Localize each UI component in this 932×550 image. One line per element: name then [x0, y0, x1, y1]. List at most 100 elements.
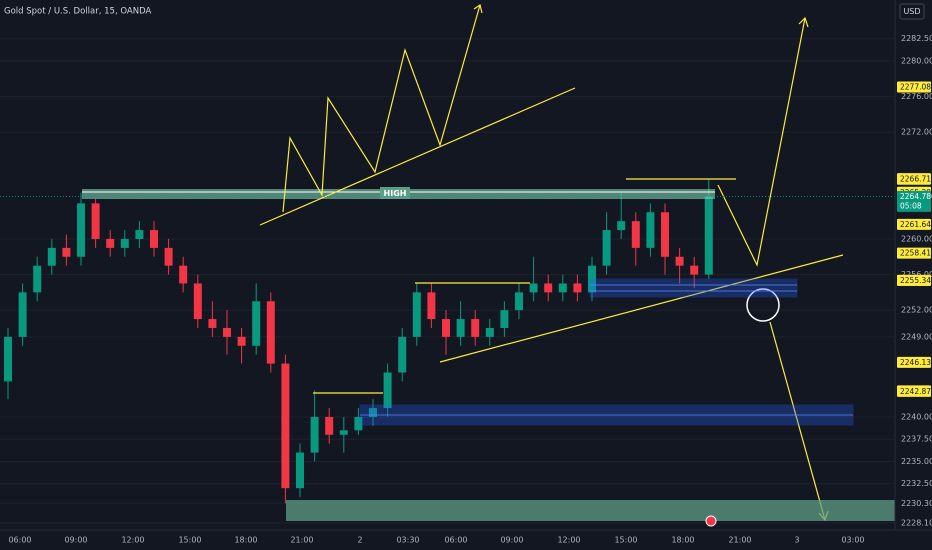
last-price-label: 2264.780 [900, 192, 932, 201]
y-tick-label: 2228.100 [901, 518, 932, 527]
currency-button[interactable] [899, 3, 925, 20]
y-tick-label: 2249.000 [901, 332, 932, 341]
drawings: HIGH [82, 4, 895, 527]
candle-body [179, 265, 188, 284]
x-tick-label: 03:30 [396, 536, 419, 545]
candle-body [529, 283, 538, 293]
high-label-bg [380, 187, 410, 199]
candle-body [412, 292, 421, 337]
price-tag-label: 2258.414 [900, 249, 932, 258]
last-price-tag [897, 190, 931, 212]
candle-body [208, 319, 217, 328]
price-tag-label: 2261.642 [900, 220, 932, 229]
price-tag [897, 385, 931, 397]
x-tick-label: 2 [357, 536, 362, 545]
currency-label[interactable]: USD [903, 7, 920, 16]
y-tick-label: 2240.000 [901, 412, 932, 421]
candle-body [675, 256, 684, 266]
candle-body [339, 430, 348, 435]
candle-body [325, 416, 334, 435]
candle-body [223, 327, 231, 337]
price-tag [897, 81, 931, 93]
candle-body [106, 238, 115, 248]
candle-body [704, 196, 713, 275]
x-tick-label: 09:00 [500, 536, 523, 545]
zigzag [282, 4, 481, 213]
candle-body [558, 283, 567, 293]
candle-body [646, 212, 655, 248]
candle-body [4, 336, 12, 382]
x-tick-label: 3 [794, 536, 799, 545]
candle-body [33, 265, 42, 293]
y-tick-label: 2276.000 [901, 92, 932, 101]
y-tick-label: 2280.000 [901, 56, 932, 65]
candle-body [690, 265, 699, 275]
y-tick-label: 2282.500 [901, 34, 932, 43]
candle-body [135, 230, 144, 239]
circle-marker [746, 288, 780, 322]
bottom-zone [286, 500, 895, 521]
candle-body [485, 327, 494, 337]
candle-body [18, 292, 27, 337]
arrow-head [798, 16, 809, 28]
x-tick-label: 12:00 [557, 536, 580, 545]
candle-body [266, 301, 275, 364]
candle-body [47, 247, 56, 266]
price-tag-label: 2255.349 [900, 276, 932, 285]
candle-body [193, 283, 202, 320]
x-tick-label: 12:00 [121, 536, 144, 545]
y-tick-label: 2237.500 [901, 435, 932, 444]
candle-body [252, 301, 261, 346]
price-tag-label: 2277.080 [900, 82, 932, 91]
candle-body [500, 310, 509, 328]
candle-body [369, 408, 377, 417]
time-axis [0, 530, 895, 550]
x-tick-label: 21:00 [290, 536, 313, 545]
event-flag [705, 515, 717, 527]
y-tick-label: 2252.000 [901, 306, 932, 315]
candle-body [383, 372, 392, 409]
candle-body [515, 292, 523, 311]
x-tick-label: 09:00 [64, 536, 87, 545]
candle-body [442, 319, 450, 337]
price-tag [897, 173, 931, 185]
candle-body [281, 363, 290, 489]
candle-body [164, 247, 173, 266]
path-arrow [717, 17, 806, 267]
price-tag [897, 247, 931, 259]
x-tick-label: 18:00 [671, 536, 694, 545]
candle-body [617, 221, 626, 231]
demand-zone [589, 278, 798, 298]
candle-body [398, 336, 407, 373]
x-tick-label: 03:00 [841, 536, 864, 545]
x-tick-label: 06:00 [444, 536, 467, 545]
candle-body [354, 416, 363, 431]
countdown: 05:08 [900, 201, 922, 210]
x-tick-label: 18:00 [234, 536, 257, 545]
price-tag [897, 356, 931, 368]
candle-body [296, 452, 304, 489]
price-tag-label: 2242.872 [900, 387, 932, 396]
high-label: HIGH [384, 189, 407, 198]
y-tick-label: 2272.000 [901, 128, 932, 137]
candle-body [310, 416, 319, 453]
path-arrow [769, 321, 826, 521]
candle-body [120, 238, 129, 248]
trend-line [259, 87, 576, 226]
price-tag-label: 2246.137 [900, 358, 932, 367]
candle-body [544, 283, 553, 293]
candle-body [91, 203, 100, 239]
y-tick-label: 2256.000 [901, 270, 932, 279]
candle-body [62, 247, 71, 257]
arrow-head [473, 4, 483, 14]
y-tick-label: 2230.300 [901, 499, 932, 508]
x-tick-label: 06:00 [8, 536, 31, 545]
candle-body [573, 283, 582, 293]
candle-body [150, 230, 158, 248]
x-tick-label: 15:00 [178, 536, 201, 545]
y-tick-label: 2260.000 [901, 234, 932, 243]
candle-body [602, 230, 611, 266]
candle-body [237, 336, 246, 346]
price-tag [897, 218, 931, 230]
